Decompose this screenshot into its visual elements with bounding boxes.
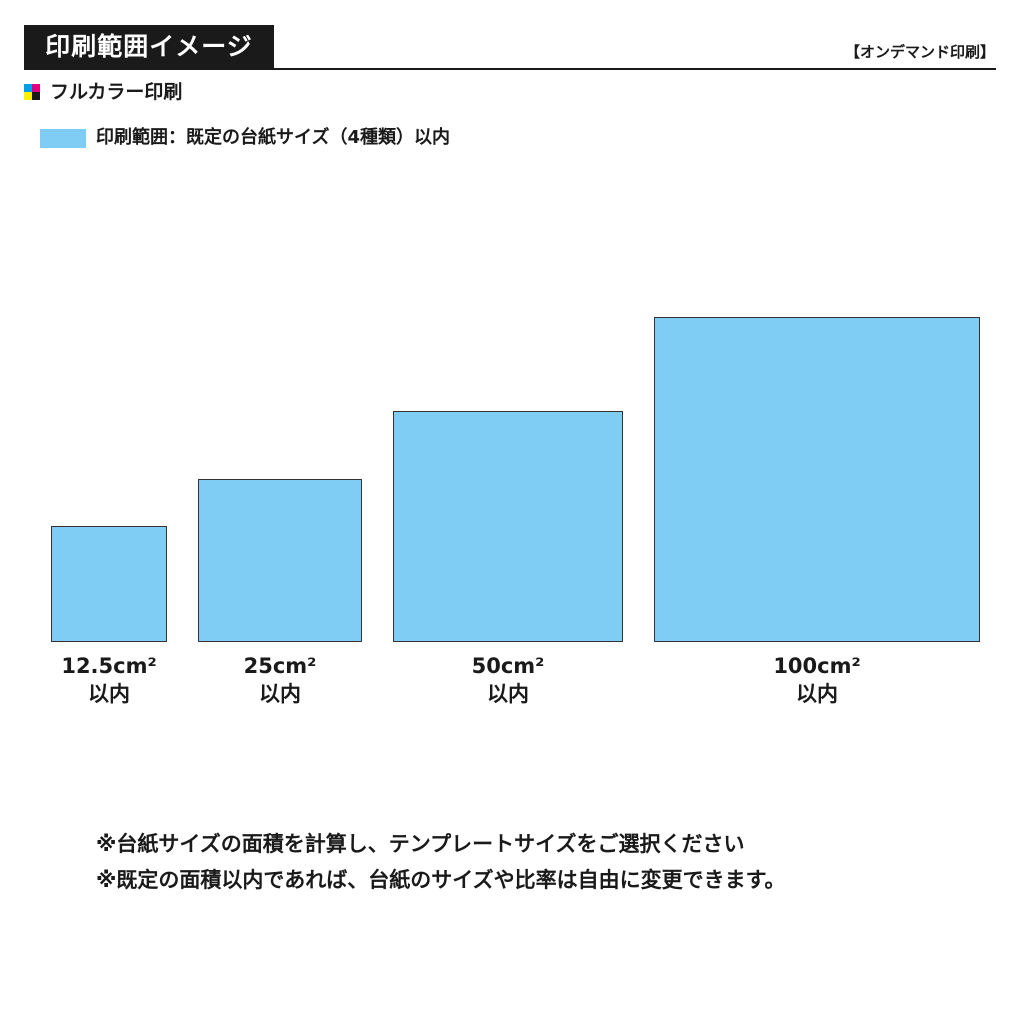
page-title: 印刷範囲イメージ bbox=[24, 25, 274, 69]
print-type-label: フルカラー印刷 bbox=[50, 81, 183, 103]
size-label-50: 50cm² 以内 bbox=[438, 652, 578, 708]
size-value: 50cm² bbox=[471, 654, 545, 678]
size-value: 12.5cm² bbox=[61, 654, 157, 678]
size-label-12-5: 12.5cm² 以内 bbox=[39, 652, 179, 708]
area-rect-100 bbox=[654, 317, 980, 642]
size-suffix: 以内 bbox=[88, 682, 130, 706]
area-rect-50 bbox=[393, 411, 623, 642]
magenta-swatch bbox=[32, 84, 40, 92]
legend-label: 印刷範囲：既定の台紙サイズ（4種類）以内 bbox=[96, 127, 450, 148]
cmyk-icon bbox=[24, 84, 40, 100]
area-rect-25 bbox=[198, 479, 362, 642]
header-divider bbox=[24, 68, 996, 70]
area-rect-12-5 bbox=[51, 526, 167, 642]
note-line: ※台紙サイズの面積を計算し、テンプレートサイズをご選択ください bbox=[96, 832, 745, 856]
size-value: 25cm² bbox=[243, 654, 317, 678]
notes: ※台紙サイズの面積を計算し、テンプレートサイズをご選択ください ※既定の面積以内… bbox=[96, 826, 785, 898]
print-method-tag: 【オンデマンド印刷】 bbox=[844, 43, 995, 61]
size-suffix: 以内 bbox=[259, 682, 301, 706]
yellow-swatch bbox=[24, 92, 32, 100]
legend-swatch bbox=[40, 129, 86, 148]
cyan-swatch bbox=[24, 84, 32, 92]
note-line: ※既定の面積以内であれば、台紙のサイズや比率は自由に変更できます。 bbox=[96, 868, 786, 892]
size-label-100: 100cm² 以内 bbox=[737, 652, 897, 708]
size-label-25: 25cm² 以内 bbox=[210, 652, 350, 708]
black-swatch bbox=[32, 92, 40, 100]
size-suffix: 以内 bbox=[796, 682, 838, 706]
size-suffix: 以内 bbox=[487, 682, 529, 706]
size-value: 100cm² bbox=[773, 654, 861, 678]
